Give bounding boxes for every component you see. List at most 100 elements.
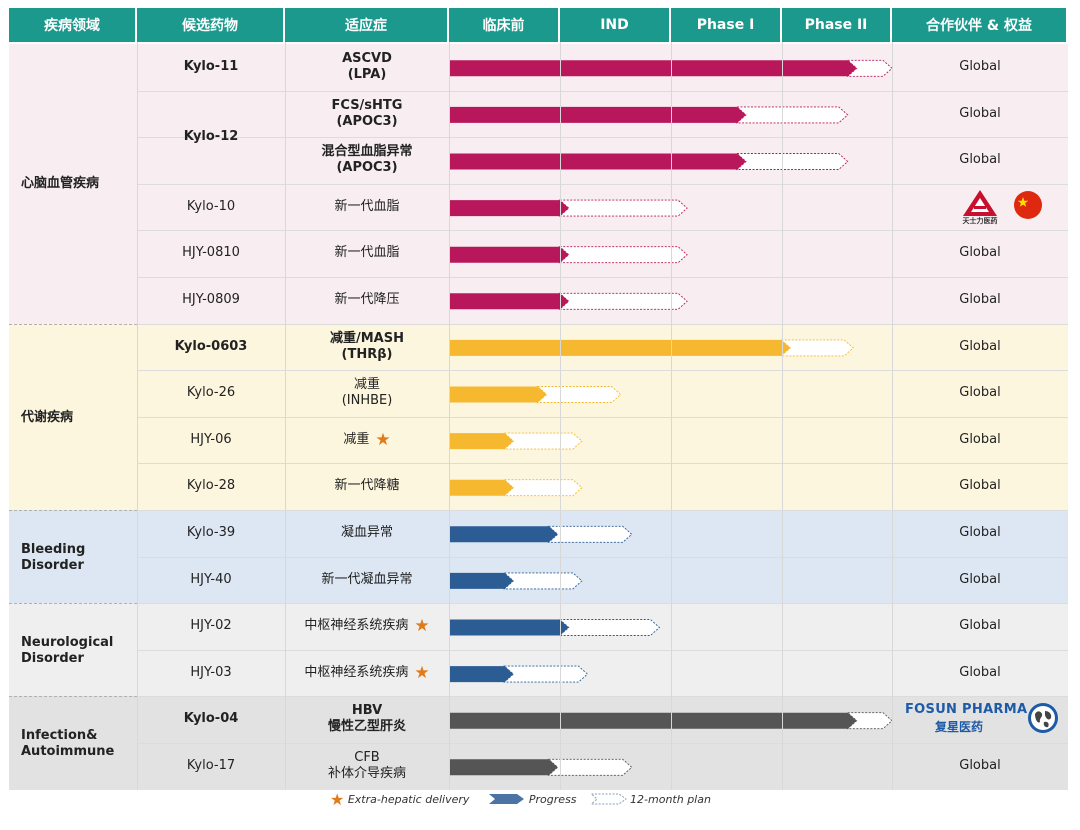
row-divider	[137, 463, 1068, 465]
plan-arrow	[558, 292, 688, 310]
partner-rights: Global	[959, 338, 1001, 354]
table-row: FCS/sHTG (APOC3) Global	[137, 91, 1068, 137]
partner-rights: Global	[959, 478, 1001, 494]
header-ind: IND	[560, 8, 671, 42]
drug-name: HJY-03	[190, 664, 232, 680]
plan-arrow	[503, 432, 583, 450]
drug-name: Kylo-04	[183, 711, 239, 727]
table-row: Kylo-0603 减重/MASH (THRβ) Global	[137, 324, 1068, 370]
drug-name: Kylo-17	[186, 758, 236, 773]
row-divider	[137, 137, 1068, 139]
progress-arrow	[450, 339, 791, 356]
progress-arrow	[450, 60, 857, 77]
area-label: 代谢疾病	[21, 409, 74, 425]
row-divider	[137, 649, 1068, 651]
indication: CFB 补体介导疾病	[285, 743, 449, 789]
drug-name: Kylo-0603	[174, 338, 248, 354]
header-phase-2: Phase II	[782, 8, 892, 42]
row-divider	[137, 603, 1068, 605]
indication-line: 混合型血脂异常	[321, 144, 413, 160]
table-row: HJY-06 减重 ★ Global	[137, 417, 1068, 463]
partner-rights: Global	[959, 664, 1001, 680]
progress-arrow-icon	[489, 794, 525, 804]
drug-name: HJY-02	[190, 618, 232, 634]
china-flag-icon	[1014, 190, 1042, 219]
drug-name: HJY-0810	[182, 245, 240, 261]
grid-line	[137, 42, 138, 790]
indication-line: 新一代血脂	[334, 198, 400, 214]
progress-arrow	[450, 433, 514, 450]
indication-line: 减重	[343, 431, 370, 447]
indication-target: (INHBE)	[341, 393, 393, 409]
grid-line	[782, 42, 783, 790]
row-divider	[137, 510, 1068, 511]
indication: 减重 (INHBE)	[285, 370, 449, 416]
drug-name: Kylo-11	[183, 59, 239, 74]
indication-target: (APOC3)	[336, 113, 398, 129]
header-preclinical: 临床前	[449, 8, 560, 42]
indication-line: 减重	[353, 377, 380, 393]
partner-rights: Global	[959, 525, 1001, 540]
drug-name: Kylo-10	[186, 198, 236, 214]
progress-arrow	[450, 619, 569, 636]
indication: 减重 ★	[285, 417, 449, 463]
header-partner: 合作伙伴 & 权益	[892, 8, 1068, 42]
star-icon: ★	[414, 662, 430, 683]
legend-progress-label: Progress	[528, 792, 577, 806]
plan-arrow	[558, 199, 688, 217]
partner-rights: Global	[959, 105, 1001, 121]
globe-icon	[1028, 703, 1058, 734]
partner-rights: Global	[959, 292, 1001, 307]
partner-rights: Global	[959, 59, 1001, 74]
table-header: 疾病领域 候选药物 适应症 临床前 IND Phase I Phase II 合作伙伴 & 权…	[9, 8, 1068, 42]
grid-line	[285, 42, 286, 790]
table-row: Kylo-10 新一代血脂	[137, 184, 1068, 230]
plan-arrow	[503, 665, 589, 683]
indication: 新一代降糖	[285, 463, 449, 509]
progress-arrow	[450, 572, 514, 589]
indication-line: 新一代凝血异常	[321, 571, 413, 587]
plan-arrow	[735, 153, 849, 170]
row-divider	[137, 696, 1068, 698]
header-candidate: 候选药物	[137, 8, 285, 42]
area-label: 心脑血管疾病	[21, 175, 100, 191]
progress-bars	[450, 59, 893, 776]
indication: 中枢神经系统疾病 ★	[285, 650, 449, 696]
indication-line: CFB	[354, 750, 380, 765]
indication-line: 中枢神经系统疾病	[304, 618, 409, 634]
indication-target: 补体介导疾病	[327, 766, 406, 781]
plan-arrow	[503, 479, 583, 497]
row-divider	[137, 230, 1068, 232]
indication-target: (LPA)	[347, 67, 387, 82]
progress-arrow	[450, 526, 558, 543]
plan-arrow	[780, 339, 854, 357]
progress-arrow	[450, 246, 569, 263]
plan-arrow	[503, 572, 583, 590]
partner-rights: Global	[959, 571, 1001, 587]
progress-arrow	[450, 106, 746, 123]
legend: ★ Extra-hepatic delivery Progress 12-mon…	[330, 788, 770, 810]
indication: ASCVD (LPA)	[285, 44, 449, 90]
table-row: Kylo-17 CFB 补体介导疾病 Global	[137, 743, 1068, 789]
row-divider	[137, 743, 1068, 744]
table-row: 混合型血脂异常 (APOC3) Global	[137, 137, 1068, 183]
indication: 中枢神经系统疾病 ★	[285, 603, 449, 649]
row-divider	[137, 183, 1068, 185]
table-row: HJY-02 中枢神经系统疾病 ★ Global	[137, 603, 1068, 649]
drug-name-kylo-12: Kylo-12	[183, 129, 239, 145]
indication-line: HBV	[351, 703, 383, 719]
star-icon: ★	[375, 429, 391, 450]
drug-name: Kylo-39	[186, 525, 236, 540]
table-row: HJY-40 新一代凝血异常 Global	[137, 557, 1068, 603]
table-row: Kylo-04 HBV 慢性乙型肝炎	[137, 696, 1068, 742]
row-divider	[137, 416, 1068, 418]
plan-arrow	[547, 758, 633, 776]
progress-arrow	[450, 666, 514, 683]
indication: FCS/sHTG (APOC3)	[285, 91, 449, 137]
tianshili-logo: 天士力医药	[949, 188, 1049, 226]
header-phase-1: Phase I	[671, 8, 782, 42]
progress-arrow	[450, 293, 569, 310]
grid-line	[560, 42, 561, 790]
partner-rights: Global	[959, 618, 1001, 634]
indication-line: ASCVD	[342, 51, 392, 66]
